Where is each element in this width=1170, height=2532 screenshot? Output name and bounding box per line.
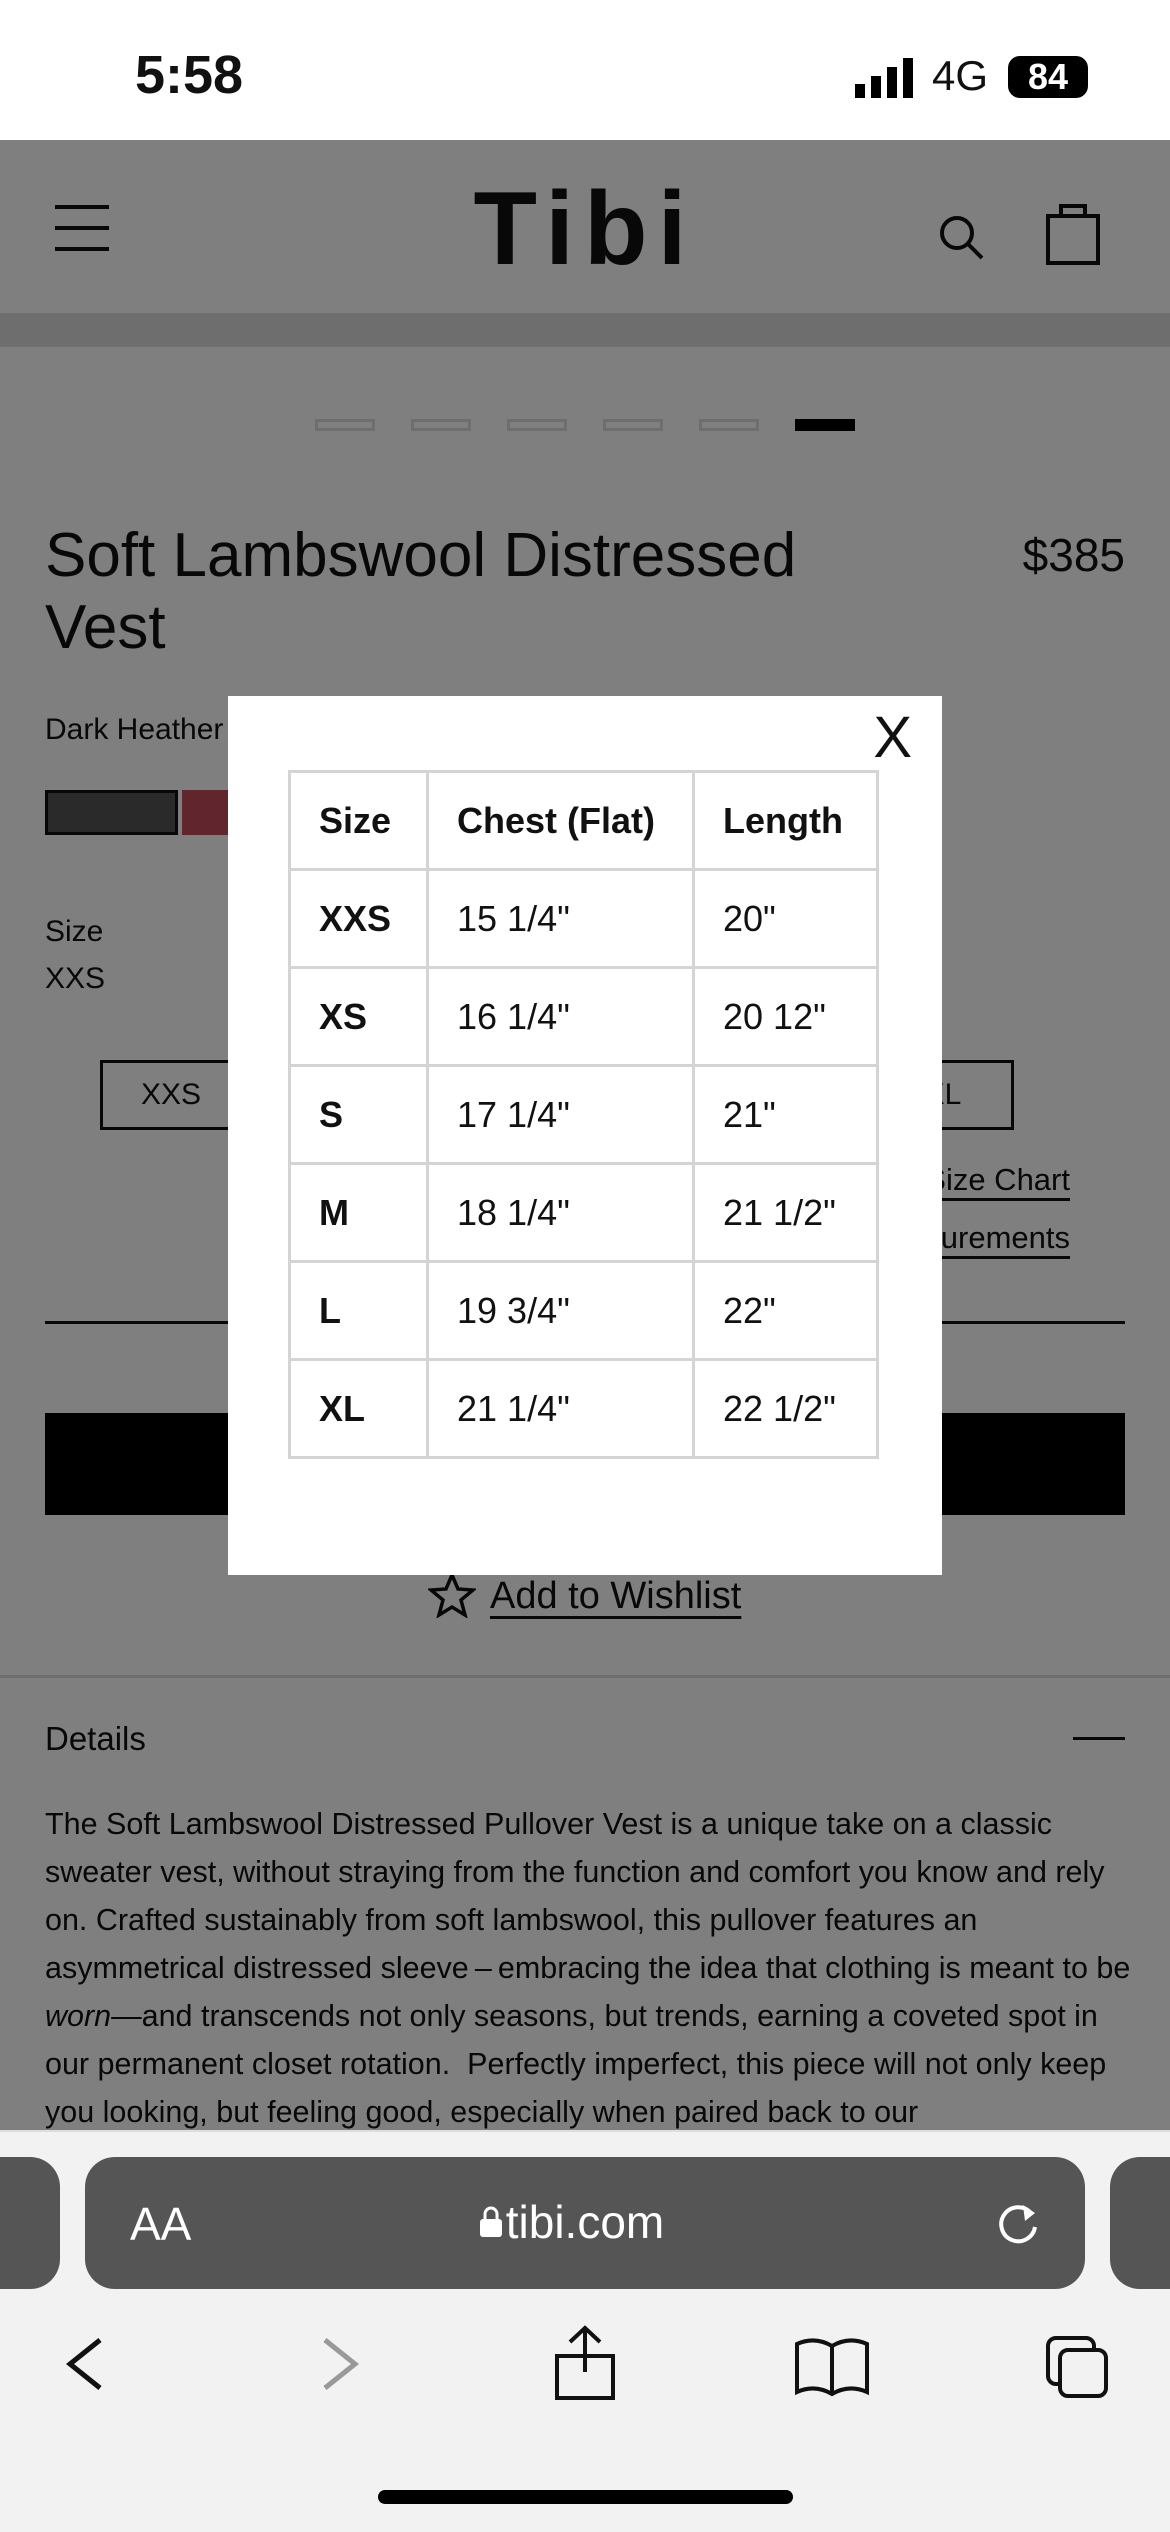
table-cell: 21 1/4" — [426, 1358, 695, 1459]
lock-icon — [480, 2206, 502, 2237]
size-chart-modal: X Size Chest (Flat) Length XXS 15 1/4" 20" XS 1… — [228, 696, 942, 1575]
table-row: XXS 15 1/4" 20" — [288, 868, 879, 969]
network: 4G — [932, 52, 989, 99]
table-row: S 17 1/4" 21" — [288, 1064, 879, 1165]
table-cell: XXS — [288, 868, 429, 969]
time: 5:58 — [135, 45, 244, 105]
reload-icon[interactable] — [993, 2199, 1043, 2249]
table-cell: 15 1/4" — [426, 868, 695, 969]
table-cell: XS — [288, 966, 429, 1067]
table-cell: XL — [288, 1358, 429, 1459]
table-cell: 22" — [692, 1260, 879, 1361]
table-cell: 19 3/4" — [426, 1260, 695, 1361]
tab-preview[interactable] — [0, 2157, 60, 2289]
table-cell: 16 1/4" — [426, 966, 695, 1067]
home-indicator — [378, 2490, 793, 2504]
header-cell: Chest (Flat) — [426, 770, 695, 871]
table-row: XS 16 1/4" 20 12" — [288, 966, 879, 1067]
table-cell: 21 1/2" — [692, 1162, 879, 1263]
table-row: XL 21 1/4" 22 1/2" — [288, 1358, 879, 1459]
size-table: Size Chest (Flat) Length XXS 15 1/4" 20" XS 16 … — [288, 770, 879, 1459]
table-cell: 20" — [692, 868, 879, 969]
close-button[interactable]: X — [873, 705, 912, 770]
tab-preview[interactable] — [1110, 2157, 1170, 2289]
header-cell: Size — [288, 770, 429, 871]
header-cell: Length — [692, 770, 879, 871]
browser-toolbar: AA tibi.com — [0, 2130, 1170, 2532]
table-cell: 22 1/2" — [692, 1358, 879, 1459]
address-bar[interactable]: AA tibi.com — [85, 2157, 1085, 2289]
nav-icons[interactable] — [0, 2322, 1170, 2402]
table-cell: 20 12" — [692, 966, 879, 1067]
status-bar: 5:58 4G 84 — [0, 0, 1170, 140]
table-cell: L — [288, 1260, 429, 1361]
table-cell: S — [288, 1064, 429, 1165]
url: tibi.com — [505, 2196, 665, 2248]
table-cell: 21" — [692, 1064, 879, 1165]
table-cell: M — [288, 1162, 429, 1263]
table-cell: 17 1/4" — [426, 1064, 695, 1165]
table-row: M 18 1/4" 21 1/2" — [288, 1162, 879, 1263]
table-header-row: Size Chest (Flat) Length — [288, 770, 879, 871]
signal-icon — [855, 58, 913, 98]
battery: 84 — [1008, 56, 1088, 98]
text-size-button[interactable]: AA — [130, 2198, 192, 2250]
table-row: L 19 3/4" 22" — [288, 1260, 879, 1361]
table-cell: 18 1/4" — [426, 1162, 695, 1263]
